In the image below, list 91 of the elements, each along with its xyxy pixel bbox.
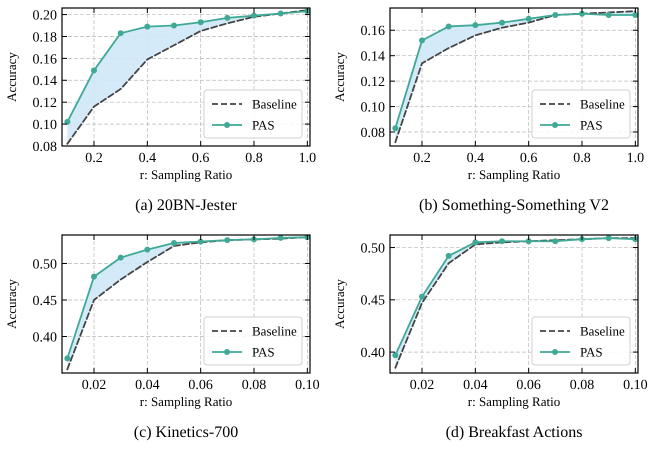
point — [472, 239, 478, 246]
y-tick-label: 0.50 — [32, 257, 57, 272]
point — [446, 252, 452, 259]
y-tick-label: 0.14 — [32, 74, 57, 90]
point — [499, 20, 505, 26]
x-tick-label: 0.08 — [570, 378, 594, 393]
text: (b) Something-Something V2 — [419, 197, 609, 214]
x-tick-label: 0.04 — [135, 378, 160, 393]
x-axis-title: r: Sampling Ratio — [140, 394, 232, 409]
x-tick-label: 0.02 — [82, 378, 106, 393]
y-tick-label: 0.12 — [32, 96, 57, 112]
x-tick-label: 0.4 — [138, 151, 156, 166]
y-tick-label: 0.16 — [32, 52, 57, 68]
x-axis-title: r: Sampling Ratio — [468, 167, 560, 182]
y-tick-label: 0.40 — [360, 346, 385, 361]
y-tick-label: 0.50 — [360, 241, 385, 256]
y-tick-label: 0.10 — [32, 118, 57, 133]
x-tick-label: 0.4 — [466, 151, 484, 166]
point — [632, 12, 638, 18]
point — [91, 274, 97, 280]
y-axis-title: Accuracy — [4, 278, 19, 329]
x-tick-label: 0.08 — [242, 378, 266, 393]
y-tick-label: 0.45 — [32, 294, 57, 309]
x-axis-title: r: Sampling Ratio — [140, 167, 232, 182]
text: (c) Kinetics-700 — [134, 424, 238, 441]
point — [64, 355, 70, 362]
legend-label: Baseline — [252, 324, 297, 339]
x-tick-label: 0.6 — [192, 151, 210, 166]
point — [499, 238, 505, 244]
point — [198, 19, 204, 26]
point — [392, 125, 398, 132]
point — [526, 16, 532, 22]
legend-label: PAS — [580, 344, 603, 360]
point — [606, 235, 612, 242]
x-tick-label: 0.06 — [516, 378, 541, 393]
point — [446, 23, 452, 30]
y-tick-label: 0.12 — [360, 75, 385, 90]
y-tick-label: 0.14 — [360, 50, 385, 65]
y-axis-title: Accuracy — [332, 278, 347, 329]
point — [472, 22, 478, 28]
point — [606, 12, 612, 18]
legend-label: PAS — [252, 118, 275, 133]
point — [392, 352, 398, 358]
x-tick-label: 0.10 — [295, 378, 320, 393]
point — [224, 237, 230, 244]
y-tick-label: 0.40 — [32, 330, 57, 346]
y-tick-label: 0.10 — [360, 100, 385, 116]
point — [144, 246, 150, 253]
x-tick-label: 0.2 — [413, 151, 431, 166]
y-tick-label: 0.08 — [32, 140, 57, 155]
x-tick-label: 0.2 — [85, 151, 103, 166]
text: (d) Breakfast Actions — [446, 424, 582, 441]
y-tick-label: 0.18 — [32, 30, 57, 46]
point — [144, 24, 150, 30]
point — [419, 294, 425, 300]
text: (a) 20BN-Jester — [135, 197, 238, 214]
point — [251, 12, 257, 19]
y-axis-title: Accuracy — [4, 52, 19, 102]
x-tick-label: 0.02 — [410, 378, 434, 393]
legend-label: PAS — [252, 344, 275, 360]
x-tick-label: 0.04 — [463, 378, 488, 393]
point — [278, 235, 284, 241]
legend-label: Baseline — [580, 324, 625, 339]
legend-label: PAS — [580, 118, 603, 133]
x-tick-label: 0.8 — [573, 151, 591, 166]
y-tick-label: 0.16 — [360, 24, 385, 40]
x-axis-title: r: Sampling Ratio — [468, 394, 560, 409]
x-tick-label: 1.0 — [298, 151, 316, 166]
point — [278, 10, 284, 16]
point — [419, 37, 425, 44]
point — [224, 14, 230, 21]
point — [171, 240, 177, 246]
point — [118, 30, 124, 36]
legend-label: Baseline — [580, 96, 625, 112]
point — [198, 238, 204, 245]
x-tick-label: 1.0 — [626, 151, 644, 166]
x-tick-label: 0.6 — [520, 151, 538, 166]
legend-label: Baseline — [252, 96, 297, 112]
x-tick-label: 0.06 — [188, 378, 213, 393]
x-tick-label: 0.8 — [245, 151, 263, 166]
point — [552, 238, 558, 244]
y-tick-label: 0.45 — [360, 294, 385, 309]
point — [91, 67, 97, 74]
y-tick-label: 0.20 — [32, 8, 57, 24]
x-tick-label: 0.10 — [623, 378, 648, 393]
point — [552, 12, 558, 18]
point — [118, 254, 124, 261]
point — [171, 22, 177, 29]
y-tick-label: 0.08 — [360, 126, 385, 141]
y-axis-title: Accuracy — [332, 52, 347, 102]
point — [64, 118, 70, 125]
